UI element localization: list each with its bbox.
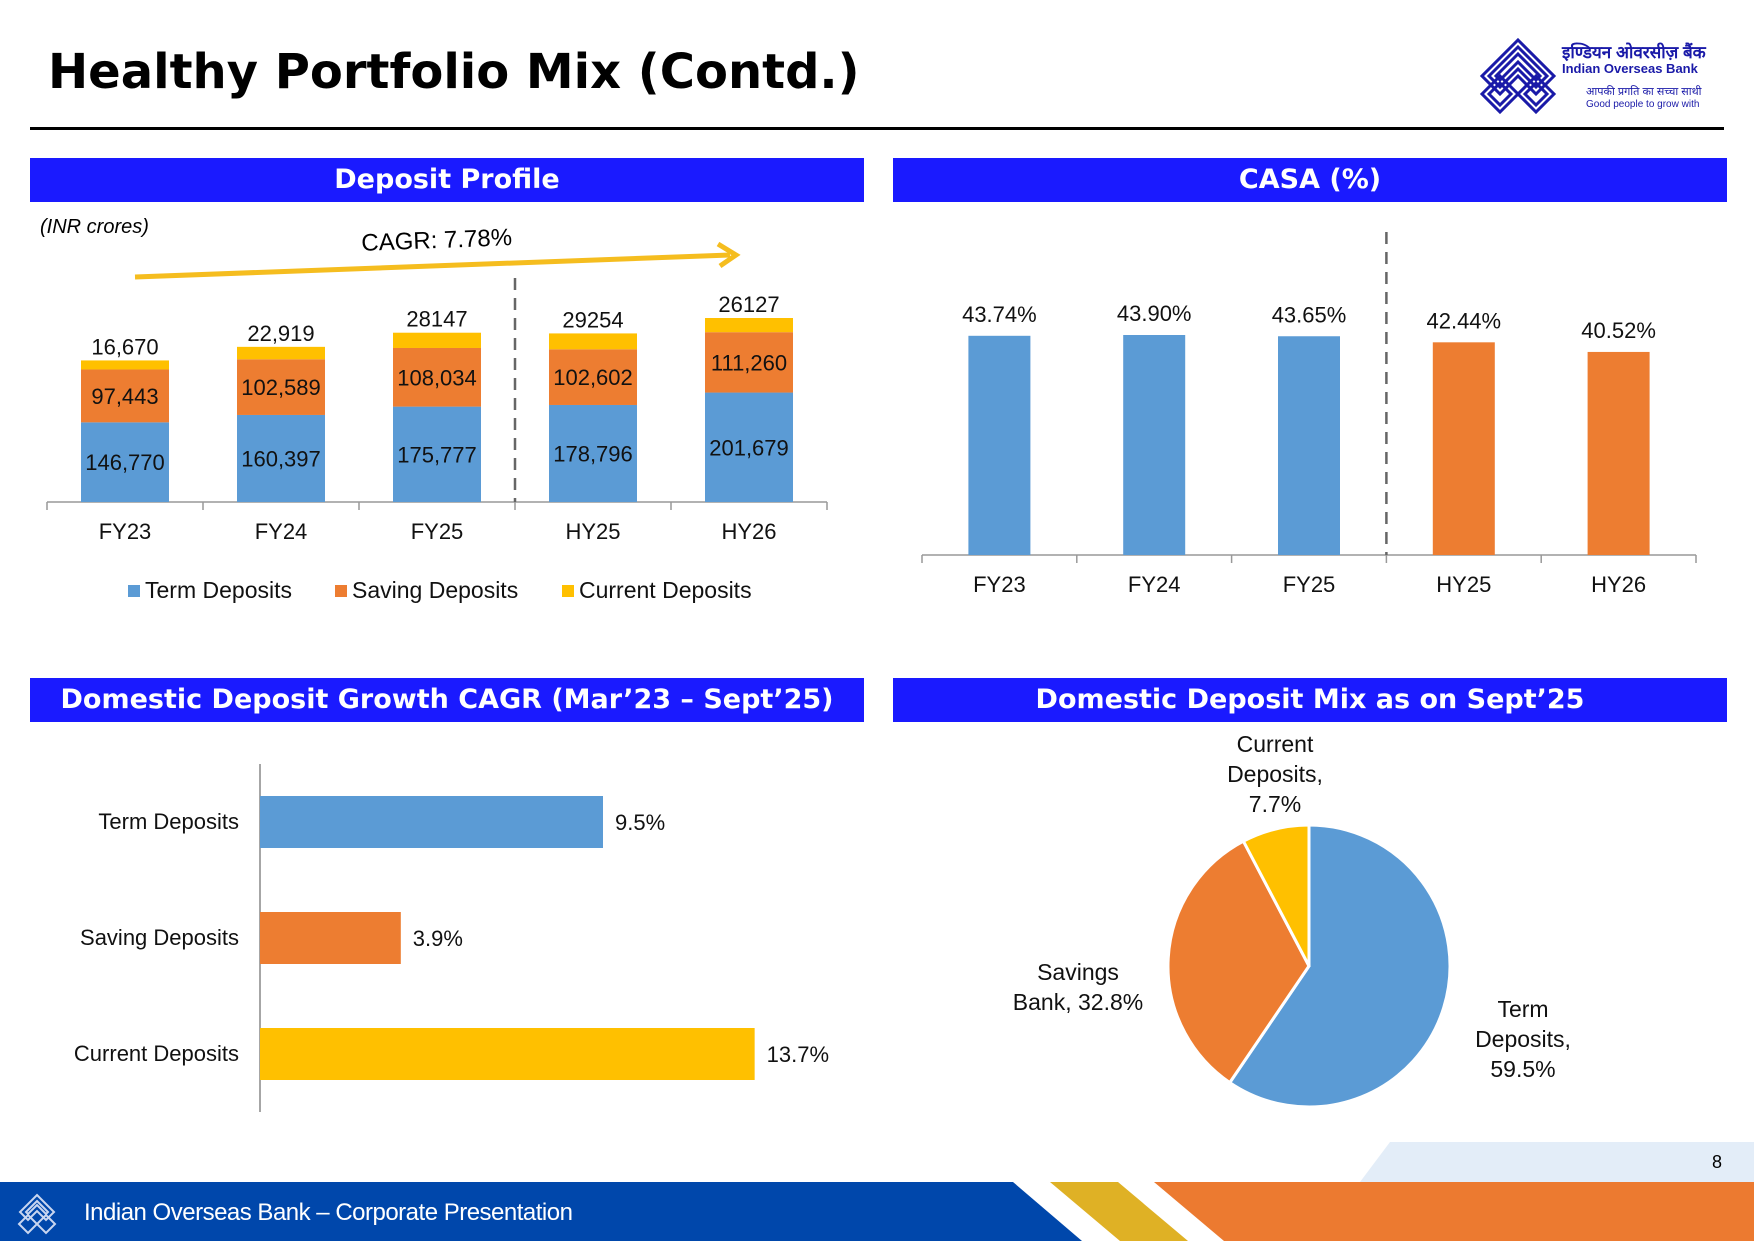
pie-label: Savings Bank, 32.8% [1013, 959, 1143, 1015]
casa-header: CASA (%) [893, 158, 1727, 202]
bank-logo: इण्डियन ओवरसीज़ बैंक Indian Overseas Ban… [1478, 36, 1728, 116]
logo-hindi-tagline: आपकी प्रगति का सच्चा साथी [1586, 86, 1702, 98]
footer-bar [0, 1182, 1754, 1241]
cagr-bar [260, 912, 401, 964]
page-number: 8 [1712, 1152, 1723, 1172]
data-label: 175,777 [397, 442, 477, 467]
x-tick-label: FY24 [255, 519, 308, 544]
x-tick-label: FY25 [1283, 572, 1336, 597]
legend-label: Saving Deposits [352, 577, 518, 603]
data-label: 102,602 [553, 365, 633, 390]
bar-segment-current-deposits [549, 333, 637, 350]
footer-gold-stripe [1050, 1182, 1188, 1241]
data-label: 42.44% [1426, 308, 1501, 333]
legend-swatch [128, 585, 140, 597]
deposit-profile-header: Deposit Profile [30, 158, 864, 202]
x-tick-label: HY25 [565, 519, 620, 544]
legend-label: Term Deposits [145, 577, 292, 603]
footer-light-band [1360, 1142, 1754, 1182]
bank-logo-icon [1479, 37, 1557, 115]
bar-segment-term-deposits [393, 406, 481, 502]
casa-bar [1587, 351, 1650, 555]
casa-bar [1123, 335, 1186, 555]
data-label: 28147 [406, 307, 467, 332]
data-label: 111,260 [711, 350, 787, 375]
data-label: 29254 [562, 307, 623, 332]
pie-label: Current Deposits, 7.7% [1227, 731, 1323, 817]
footer-logo-icon [17, 1193, 57, 1235]
cagr-bar [260, 796, 603, 848]
slide-title: Healthy Portfolio Mix (Contd.) [48, 44, 860, 100]
pie-slice-term-deposits [1227, 823, 1452, 1109]
title-divider [30, 127, 1724, 130]
data-label: 43.90% [1117, 301, 1192, 326]
cagr-arrow-head [716, 241, 741, 269]
data-label: 9.5% [615, 810, 665, 835]
data-label: 146,770 [85, 450, 165, 475]
y-tick-label: Current Deposits [74, 1041, 239, 1066]
data-label: 102,589 [241, 375, 321, 400]
bar-segment-term-deposits [705, 392, 793, 502]
bar-segment-term-deposits [237, 414, 325, 502]
x-tick-label: HY26 [721, 519, 776, 544]
bar-segment-current-deposits [237, 346, 325, 360]
x-tick-label: HY26 [1591, 572, 1646, 597]
logo-english-tagline: Good people to grow with [1586, 99, 1700, 110]
pie-label: Term Deposits, 59.5% [1475, 996, 1571, 1082]
pie-slice-current-deposits [1241, 823, 1311, 967]
data-label: 160,397 [241, 446, 321, 471]
x-tick-label: FY24 [1128, 572, 1181, 597]
bar-segment-current-deposits [81, 360, 169, 370]
x-tick-label: FY23 [99, 519, 152, 544]
x-tick-label: FY23 [973, 572, 1026, 597]
casa-bar [1432, 342, 1495, 555]
data-label: 43.74% [962, 302, 1037, 327]
cagr-arrow-line [134, 252, 731, 280]
logo-english-name: Indian Overseas Bank [1562, 61, 1698, 76]
logo-hindi-name: इण्डियन ओवरसीज़ बैंक [1562, 43, 1706, 62]
footer-text: Indian Overseas Bank – Corporate Present… [84, 1199, 573, 1226]
bar-segment-current-deposits [393, 332, 481, 348]
pie-slice-savings-bank [1166, 839, 1311, 1085]
footer-blue-band [0, 1182, 1082, 1241]
data-label: 26127 [718, 292, 779, 317]
casa-bar [968, 335, 1031, 555]
data-label: 16,670 [91, 334, 158, 359]
data-label: 201,679 [709, 435, 789, 460]
cagr-label: CAGR: 7.78% [361, 224, 513, 257]
legend-swatch [562, 585, 574, 597]
legend-swatch [335, 585, 347, 597]
bar-segment-term-deposits [81, 422, 169, 502]
casa-bar [1278, 336, 1340, 555]
legend-label: Current Deposits [579, 577, 752, 603]
bar-segment-current-deposits [705, 318, 793, 333]
deposit-mix-header: Domestic Deposit Mix as on Sept’25 [893, 678, 1727, 722]
x-tick-label: FY25 [411, 519, 464, 544]
cagr-bar [260, 1028, 755, 1080]
y-tick-label: Term Deposits [98, 809, 239, 834]
data-label: 22,919 [247, 321, 314, 346]
bar-segment-saving-deposits [81, 369, 169, 423]
bar-segment-saving-deposits [549, 349, 637, 405]
unit-note: (INR crores) [40, 216, 149, 238]
data-label: 13.7% [767, 1042, 829, 1067]
bar-segment-saving-deposits [393, 347, 481, 407]
data-label: 108,034 [397, 365, 477, 390]
data-label: 43.65% [1272, 302, 1347, 327]
data-label: 40.52% [1581, 318, 1656, 343]
footer-orange-band [1154, 1182, 1754, 1241]
data-label: 97,443 [91, 384, 158, 409]
bar-segment-term-deposits [549, 404, 637, 502]
x-tick-label: HY25 [1436, 572, 1491, 597]
cagr-growth-header: Domestic Deposit Growth CAGR (Mar’23 – S… [30, 678, 864, 722]
bar-segment-saving-deposits [705, 332, 793, 393]
bar-segment-saving-deposits [237, 359, 325, 415]
data-label: 3.9% [413, 926, 463, 951]
data-label: 178,796 [553, 441, 633, 466]
y-tick-label: Saving Deposits [80, 925, 239, 950]
